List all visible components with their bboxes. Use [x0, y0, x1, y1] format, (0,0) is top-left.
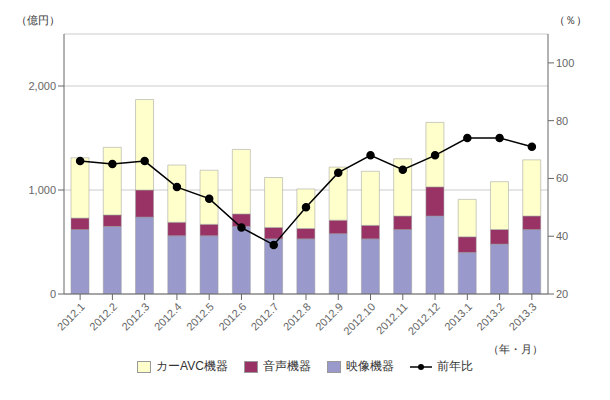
svg-text:2,000: 2,000	[28, 80, 56, 92]
svg-text:2012.5: 2012.5	[184, 300, 216, 332]
svg-text:2012.10: 2012.10	[341, 300, 378, 337]
svg-text:2012.11: 2012.11	[374, 300, 410, 336]
html-text:カーAVC機器: カーAVC機器	[156, 359, 228, 373]
svg-text:2012.7: 2012.7	[248, 300, 280, 332]
svg-text:100: 100	[556, 57, 574, 69]
svg-text:2012.8: 2012.8	[281, 300, 313, 332]
svg-text:40: 40	[556, 230, 568, 242]
svg-text:2012.3: 2012.3	[119, 300, 151, 332]
svg-text:（億円）: （億円）	[16, 14, 60, 26]
svg-text:2012.6: 2012.6	[216, 300, 248, 332]
svg-text:60: 60	[556, 172, 568, 184]
svg-text:2013.1: 2013.1	[442, 300, 474, 332]
svg-text:2013.2: 2013.2	[474, 300, 506, 332]
svg-text:80: 80	[556, 115, 568, 127]
svg-text:20: 20	[556, 288, 568, 300]
svg-text:2012.12: 2012.12	[405, 300, 442, 337]
svg-text:2012.9: 2012.9	[312, 300, 346, 333]
svg-text:2013.3: 2013.3	[507, 300, 539, 332]
svg-text:2012.1: 2012.1	[55, 300, 87, 332]
svg-text:1,000: 1,000	[28, 184, 56, 196]
html-text:映像機器: 映像機器	[345, 359, 394, 373]
svg-text:2012.4: 2012.4	[152, 300, 184, 332]
html-text:音声機器: 音声機器	[262, 359, 311, 373]
svg-text:2012.2: 2012.2	[87, 300, 119, 332]
svg-text:0: 0	[50, 288, 56, 300]
svg-text:（％）: （％）	[554, 14, 587, 26]
html-text:前年比: 前年比	[436, 359, 473, 373]
svg-text:（年・月）: （年・月）	[488, 343, 543, 355]
